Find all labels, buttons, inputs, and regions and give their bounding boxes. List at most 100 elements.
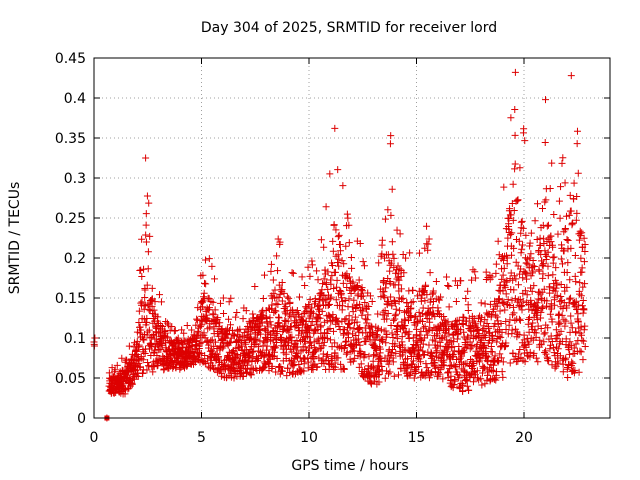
- data-point: [564, 236, 572, 244]
- data-point: [375, 259, 383, 267]
- data-point: [511, 160, 519, 168]
- data-point: [260, 271, 268, 279]
- data-point: [356, 240, 364, 248]
- data-point: [452, 297, 460, 305]
- data-point: [563, 236, 571, 244]
- notable-data-point: [387, 132, 395, 140]
- data-point: [514, 196, 522, 204]
- data-point: [180, 329, 188, 337]
- data-point: [534, 358, 542, 366]
- data-point: [144, 248, 152, 256]
- data-point: [315, 339, 323, 347]
- data-point: [379, 335, 387, 343]
- data-point: [508, 296, 516, 304]
- data-point: [536, 234, 544, 242]
- data-point: [326, 295, 334, 303]
- data-point: [393, 266, 401, 274]
- data-point: [336, 287, 344, 295]
- data-point: [431, 337, 439, 345]
- data-point: [313, 267, 321, 275]
- data-point: [573, 305, 581, 313]
- data-point: [552, 326, 560, 334]
- data-point: [518, 245, 526, 253]
- data-point: [308, 304, 316, 312]
- data-point: [275, 314, 283, 322]
- data-point: [326, 170, 334, 178]
- data-point: [283, 293, 291, 301]
- data-point: [291, 323, 299, 331]
- data-point: [345, 295, 353, 303]
- data-point: [444, 369, 452, 377]
- data-point: [422, 360, 430, 368]
- data-point: [483, 352, 491, 360]
- data-point: [225, 315, 233, 323]
- data-point: [227, 294, 235, 302]
- data-point: [251, 283, 259, 291]
- data-point: [566, 276, 574, 284]
- data-point: [386, 140, 394, 148]
- data-point: [345, 334, 353, 342]
- data-point: [208, 262, 216, 270]
- data-point: [398, 295, 406, 303]
- data-point: [381, 307, 389, 315]
- data-point: [551, 301, 559, 309]
- data-point: [332, 296, 340, 304]
- data-point: [523, 291, 531, 299]
- data-point: [415, 308, 423, 316]
- data-point: [574, 310, 582, 318]
- data-point: [389, 358, 397, 366]
- data-point: [399, 251, 407, 259]
- data-point: [170, 327, 178, 335]
- data-point: [575, 301, 583, 309]
- data-point: [557, 293, 565, 301]
- data-point: [331, 363, 339, 371]
- data-point: [460, 348, 468, 356]
- data-point: [581, 240, 589, 248]
- data-point: [527, 229, 535, 237]
- data-point: [494, 237, 502, 245]
- data-point: [421, 322, 429, 330]
- data-point: [347, 348, 355, 356]
- data-point: [464, 333, 472, 341]
- data-point: [325, 301, 333, 309]
- data-point: [462, 295, 470, 303]
- data-point: [143, 314, 151, 322]
- data-point: [560, 247, 568, 255]
- data-point: [230, 374, 238, 382]
- data-point: [546, 310, 554, 318]
- data-point: [519, 274, 527, 282]
- data-point: [549, 271, 557, 279]
- data-point: [503, 254, 511, 262]
- data-point: [401, 329, 409, 337]
- data-point: [199, 303, 207, 311]
- data-point: [316, 345, 324, 353]
- data-point: [432, 277, 440, 285]
- data-point: [278, 279, 286, 287]
- data-point: [134, 372, 142, 380]
- data-point: [409, 298, 417, 306]
- data-point: [318, 307, 326, 315]
- data-point: [565, 211, 573, 219]
- data-point: [448, 342, 456, 350]
- data-point: [550, 349, 558, 357]
- data-point: [389, 334, 397, 342]
- data-point: [276, 238, 284, 246]
- data-point: [579, 297, 587, 305]
- data-point: [573, 140, 581, 148]
- data-point: [378, 250, 386, 258]
- data-point: [518, 241, 526, 249]
- x-axis-ticks: 0 5 10 15 20: [90, 58, 533, 446]
- data-point: [580, 258, 588, 266]
- data-point: [445, 282, 453, 290]
- data-point: [273, 355, 281, 363]
- notable-data-point: [511, 68, 519, 76]
- data-point: [572, 216, 580, 224]
- data-point: [497, 354, 505, 362]
- data-point: [147, 341, 155, 349]
- data-point: [307, 321, 315, 329]
- data-point: [378, 236, 386, 244]
- data-point: [491, 311, 499, 319]
- data-point: [272, 368, 280, 376]
- data-point: [565, 346, 573, 354]
- x-tick-label: 5: [197, 430, 206, 446]
